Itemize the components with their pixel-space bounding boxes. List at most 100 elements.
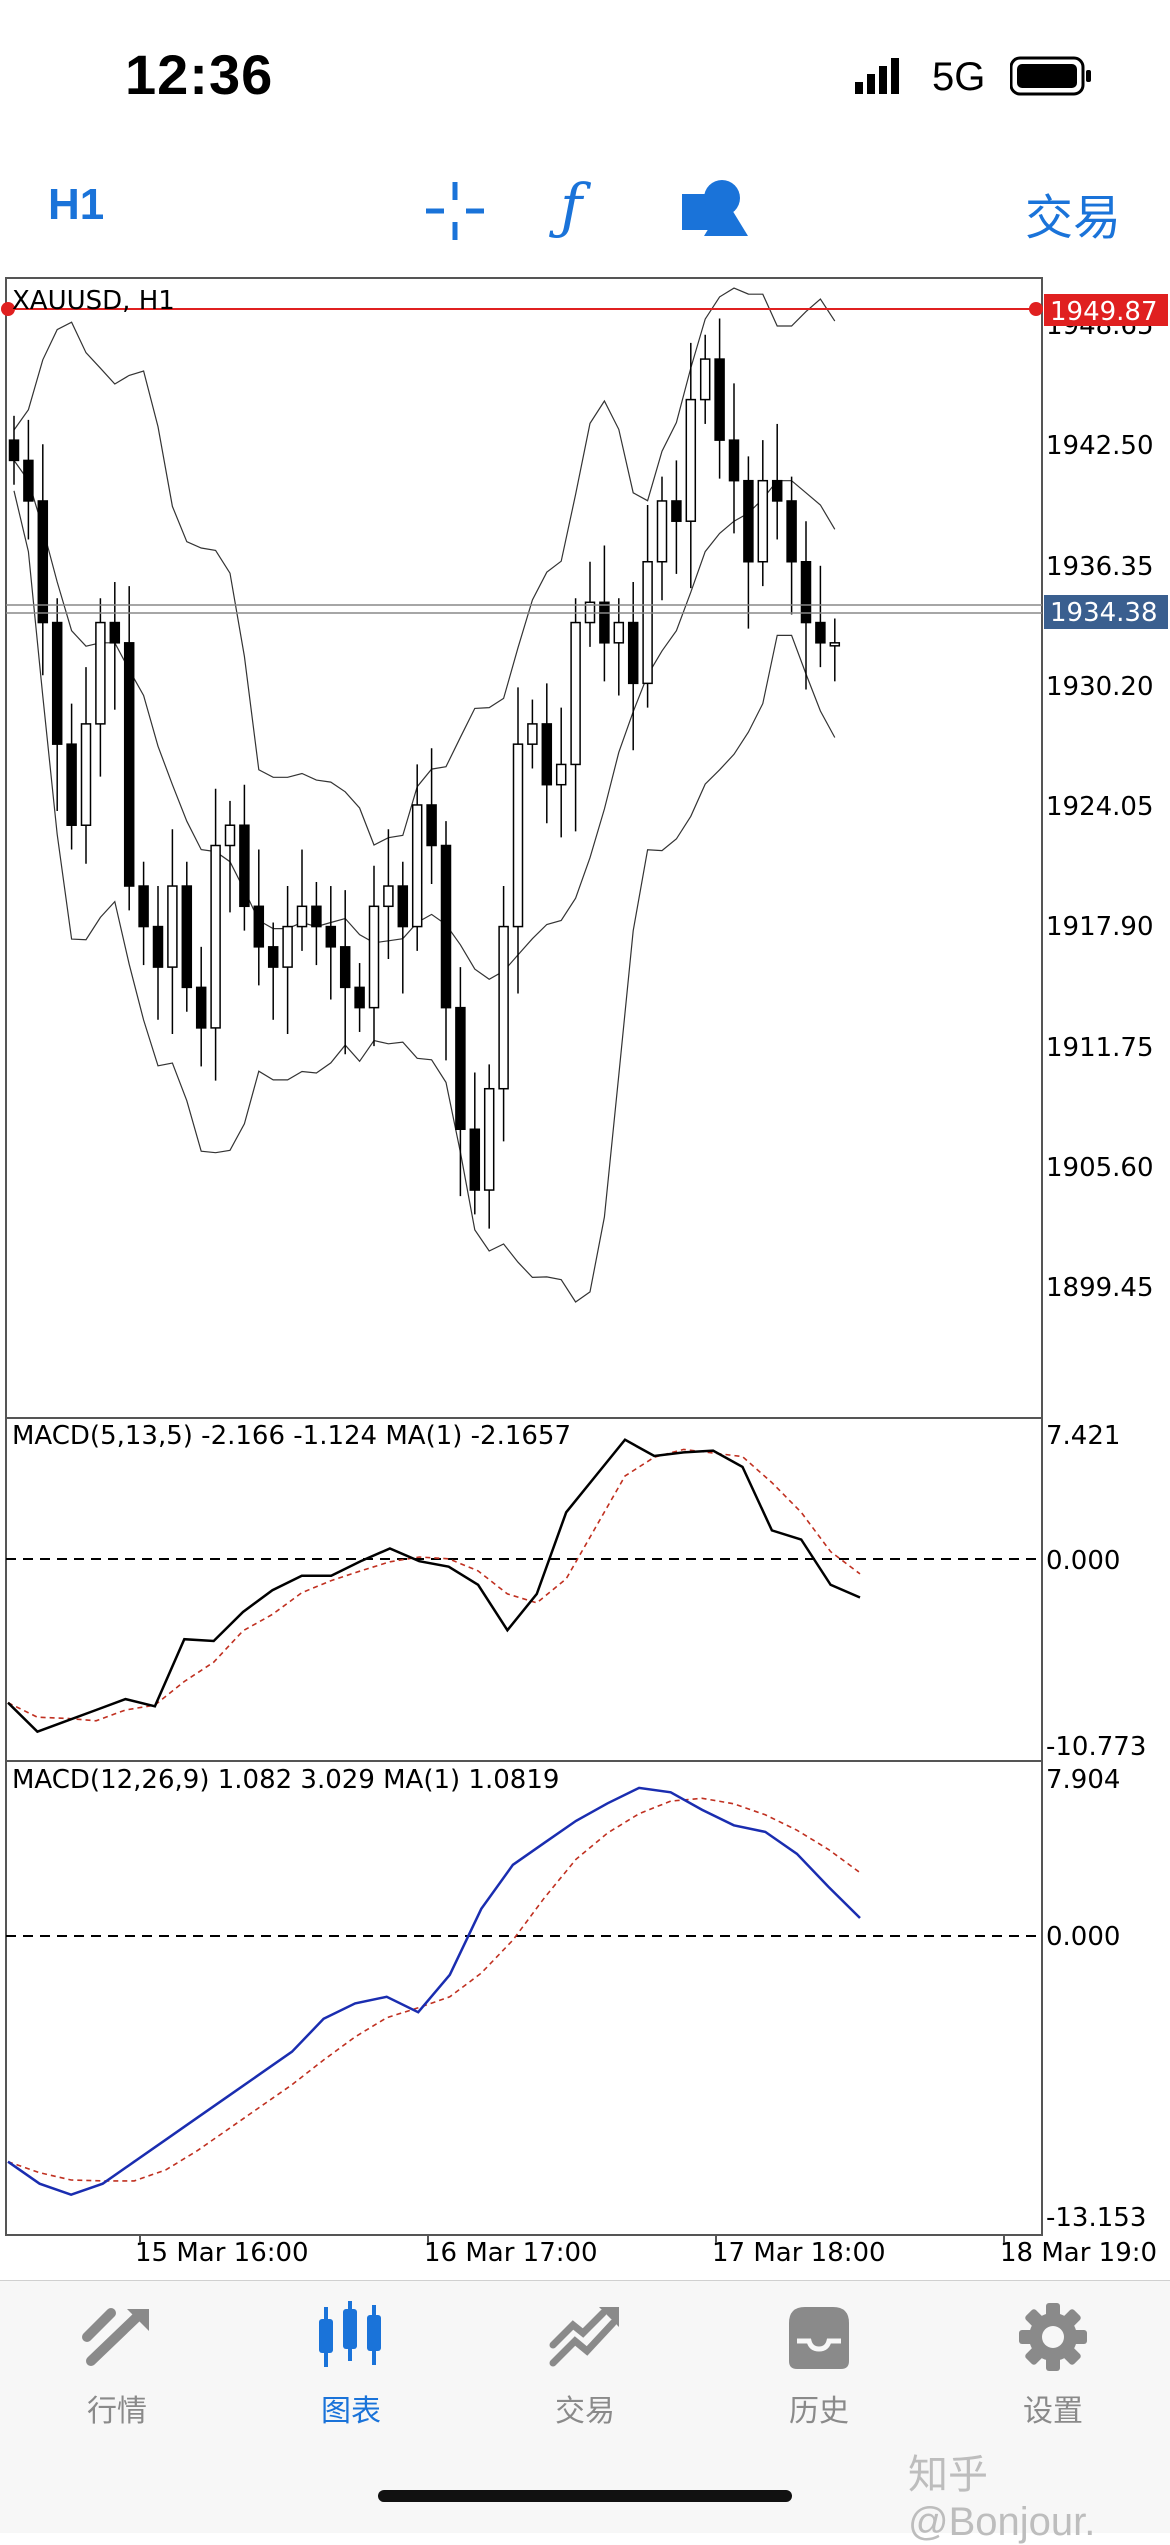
candle	[656, 500, 668, 563]
function-icon[interactable]: ƒ	[560, 172, 583, 242]
candle	[815, 621, 826, 644]
price-tick: 1942.50	[1046, 431, 1154, 461]
battery-icon	[1009, 56, 1094, 101]
tab-settings[interactable]: 设置	[936, 2301, 1170, 2430]
candle	[599, 601, 610, 644]
candle	[800, 561, 812, 624]
quotes-icon	[82, 2308, 149, 2366]
price-tick: 1917.90	[1046, 912, 1154, 942]
candle	[455, 1006, 466, 1131]
candle	[138, 885, 149, 928]
alert-line-handle-right[interactable]	[1029, 302, 1043, 316]
candle	[195, 986, 207, 1029]
candle	[383, 885, 394, 908]
candle	[51, 621, 63, 745]
bid-price-tag	[1044, 595, 1168, 629]
candle	[8, 439, 20, 462]
macd2-main-line	[7, 1786, 861, 2197]
alert-price: 1949.87	[1050, 297, 1158, 327]
macd2-zero: 0.000	[1046, 1922, 1120, 1952]
candle	[37, 500, 49, 624]
candle	[527, 723, 538, 745]
candle	[570, 621, 581, 766]
time-tick: 15 Mar 16:00	[135, 2238, 309, 2268]
macd1-zero: 0.000	[1046, 1546, 1120, 1576]
candle	[339, 946, 351, 989]
trade-button[interactable]: 交易	[1025, 192, 1122, 245]
band-lower	[13, 490, 836, 1303]
macd2-label: MACD(12,26,9) 1.082 3.029 MA(1) 1.0819	[12, 1765, 559, 1795]
candle	[829, 642, 841, 647]
alert-price-tag	[1044, 294, 1168, 326]
candle	[397, 885, 409, 928]
crosshair-icon[interactable]	[422, 178, 488, 249]
candle	[671, 500, 682, 522]
candle	[483, 1087, 495, 1191]
candle	[354, 986, 365, 1009]
candle	[282, 925, 293, 968]
candle	[512, 743, 524, 928]
time-tick: 16 Mar 17:00	[424, 2238, 598, 2268]
price-chart[interactable]: XAUUSD, H1 1948.65 1942.50 1936.35 1930.…	[0, 273, 1170, 2273]
band-upper	[13, 287, 836, 846]
candle	[80, 723, 92, 826]
price-tick: 1911.75	[1046, 1033, 1154, 1063]
network-type: 5G	[932, 55, 986, 99]
candle	[498, 925, 509, 1090]
candle	[368, 905, 380, 1009]
macd1-main-line	[7, 1438, 861, 1734]
candle	[167, 885, 178, 968]
candle	[642, 561, 653, 685]
home-indicator	[378, 2490, 792, 2502]
candle	[743, 479, 754, 563]
timeframe-button[interactable]: H1	[48, 180, 105, 229]
candle	[210, 844, 221, 1029]
tab-label: 交易	[555, 2395, 615, 2428]
candle	[152, 925, 164, 968]
candle	[296, 905, 308, 928]
candle	[239, 824, 250, 908]
candle	[109, 621, 121, 644]
candle	[325, 925, 337, 948]
price-tick: 1930.20	[1046, 672, 1154, 702]
macd1-max: 7.421	[1046, 1421, 1120, 1451]
price-tick: 1936.35	[1046, 552, 1154, 582]
candle	[757, 479, 769, 563]
candle	[123, 642, 135, 887]
tab-trade[interactable]: 交易	[468, 2301, 702, 2430]
candle	[469, 1128, 481, 1191]
objects-icon[interactable]	[680, 176, 750, 245]
candle	[613, 621, 625, 644]
tab-chart[interactable]: 图表	[234, 2301, 468, 2430]
macd2-max: 7.904	[1046, 1765, 1120, 1795]
trade-icon	[549, 2307, 619, 2367]
candle	[699, 358, 711, 401]
macd1-min: -10.773	[1046, 1732, 1146, 1762]
candle	[95, 621, 106, 725]
macd1-signal-line	[7, 1448, 861, 1722]
macd1-label: MACD(5,13,5) -2.166 -1.124 MA(1) -2.1657	[12, 1421, 571, 1451]
tab-quotes[interactable]: 行情	[0, 2301, 234, 2430]
bid-price: 1934.38	[1050, 598, 1158, 628]
tab-history[interactable]: 历史	[702, 2301, 936, 2430]
candle	[224, 824, 236, 847]
settings-icon	[1019, 2303, 1087, 2371]
candle	[771, 479, 783, 502]
candle	[786, 500, 797, 563]
candle	[181, 885, 193, 989]
watermark: 知乎 @Bonjour.	[908, 2453, 1096, 2544]
status-time: 12:36	[125, 43, 274, 106]
signal-icon	[855, 56, 907, 101]
candle	[66, 743, 77, 826]
candle	[685, 398, 697, 522]
candle	[311, 905, 322, 928]
tab-label: 历史	[789, 2395, 849, 2428]
candle	[714, 358, 725, 441]
history-icon	[789, 2307, 849, 2369]
tab-label: 图表	[321, 2395, 381, 2428]
candle	[426, 804, 437, 847]
price-tick: 1899.45	[1046, 1273, 1154, 1303]
alert-line-handle-left[interactable]	[1, 302, 15, 316]
tab-label: 行情	[87, 2395, 147, 2428]
price-tick: 1905.60	[1046, 1153, 1154, 1183]
